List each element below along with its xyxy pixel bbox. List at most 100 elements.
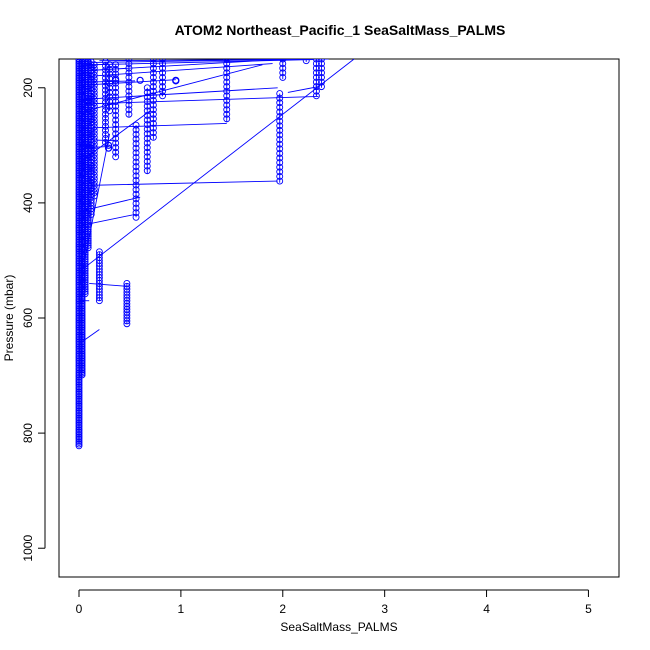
y-tick-label: 800 xyxy=(21,423,35,443)
data-point xyxy=(90,92,98,100)
data-point xyxy=(75,433,83,441)
data-point xyxy=(75,442,83,450)
data-point xyxy=(81,258,89,266)
data-point xyxy=(143,167,151,175)
data-point xyxy=(75,399,83,407)
data-point xyxy=(112,116,120,124)
data-point xyxy=(78,354,86,362)
data-point xyxy=(81,248,89,256)
data-point xyxy=(75,425,83,432)
data-point xyxy=(81,281,89,289)
data-point xyxy=(159,60,166,68)
data-point xyxy=(112,102,120,110)
data-point xyxy=(159,92,166,100)
data-point xyxy=(223,92,231,100)
data-point xyxy=(78,347,86,355)
data-point xyxy=(132,186,140,194)
data-point xyxy=(78,316,86,324)
data-point xyxy=(90,137,98,145)
data-point xyxy=(78,342,86,350)
data-point xyxy=(149,83,157,91)
data-point xyxy=(90,71,98,79)
data-point xyxy=(112,65,120,73)
data-point xyxy=(136,76,144,84)
data-point xyxy=(102,130,109,138)
data-point xyxy=(81,276,89,284)
data-point xyxy=(75,423,83,431)
data-point xyxy=(223,73,231,81)
data-point xyxy=(102,62,109,70)
data-point xyxy=(90,102,98,110)
series-line xyxy=(84,87,278,100)
data-point xyxy=(143,153,151,161)
data-point xyxy=(78,359,86,367)
data-point xyxy=(223,115,231,123)
data-point xyxy=(81,253,89,261)
data-point xyxy=(159,87,166,95)
data-point xyxy=(90,168,98,176)
data-point xyxy=(90,95,98,103)
data-point xyxy=(102,114,109,122)
data-point xyxy=(223,101,231,109)
series-line xyxy=(99,59,329,62)
data-point xyxy=(81,255,89,263)
data-point xyxy=(149,78,157,86)
data-point xyxy=(159,59,166,63)
data-point xyxy=(78,305,86,313)
data-point xyxy=(78,318,86,325)
data-point xyxy=(276,126,284,134)
data-point xyxy=(276,154,284,162)
data-point xyxy=(90,85,98,93)
data-point xyxy=(125,96,133,104)
data-point xyxy=(159,69,166,77)
data-point xyxy=(90,192,98,200)
data-point xyxy=(78,299,86,306)
chart-title: ATOM2 Northeast_Pacific_1 SeaSaltMass_PA… xyxy=(175,22,506,38)
data-point xyxy=(78,328,86,336)
data-point xyxy=(90,157,98,165)
data-point xyxy=(102,98,109,106)
data-point xyxy=(78,311,86,318)
x-tick-label: 5 xyxy=(585,602,592,616)
x-axis: 0 1 2 3 4 5 xyxy=(76,589,592,616)
data-point xyxy=(125,110,133,118)
data-point xyxy=(318,60,325,68)
data-point xyxy=(123,320,131,328)
data-point xyxy=(112,107,120,115)
data-point xyxy=(81,278,89,286)
data-point xyxy=(75,395,83,403)
data-point xyxy=(81,262,89,270)
data-point xyxy=(75,383,83,391)
data-point xyxy=(90,75,98,83)
data-point xyxy=(223,87,231,95)
data-point xyxy=(223,96,231,104)
data-point xyxy=(276,136,284,144)
data-point xyxy=(81,283,89,291)
data-point xyxy=(90,130,98,138)
data-point xyxy=(90,144,98,152)
data-point xyxy=(78,364,86,372)
data-point xyxy=(276,117,284,125)
data-point xyxy=(75,400,83,408)
data-point xyxy=(90,123,98,131)
data-point xyxy=(90,106,98,114)
data-point xyxy=(276,90,284,97)
data-point xyxy=(279,69,287,77)
data-point xyxy=(75,430,83,438)
data-point xyxy=(75,412,83,420)
data-point xyxy=(318,78,325,86)
data-point xyxy=(143,162,151,170)
data-point xyxy=(90,120,98,127)
data-point xyxy=(78,350,86,358)
data-point xyxy=(318,83,325,91)
data-point xyxy=(104,141,113,149)
y-axis: 200 400 600 800 1000 xyxy=(21,77,46,562)
data-point xyxy=(312,73,320,81)
data-point xyxy=(78,326,86,334)
data-point xyxy=(149,124,157,132)
data-point xyxy=(132,135,140,143)
data-point xyxy=(132,176,140,184)
data-point xyxy=(312,69,320,77)
data-point xyxy=(84,221,92,229)
data-point xyxy=(149,92,157,100)
